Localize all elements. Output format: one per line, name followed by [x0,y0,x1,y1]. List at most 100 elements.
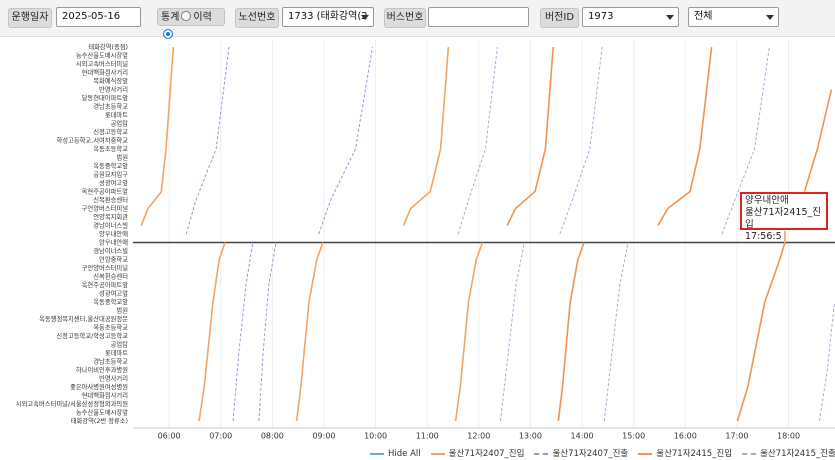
trip-line [557,242,585,422]
date-input[interactable]: 2025-05-16 [56,7,141,27]
trip-line [803,89,833,192]
y-tick-label: 성광여고앞 [99,178,128,187]
mode-option: 통계 [161,12,180,23]
x-tick-label: 17:00 [725,432,748,441]
y-tick-label: 옥동중학교앞 [93,161,128,170]
trip-line [402,46,450,226]
y-tick-label: 신복환승센터 [93,272,128,281]
legend-label: 울산71자2407_진출 [552,449,629,459]
y-tick-label: 경남이너스빌 [93,221,128,230]
trip-line [736,242,786,422]
y-tick-label: 농수산물도매시장앞 [76,408,128,417]
y-tick-label: 공업탑 [111,120,129,128]
legend-swatch [370,452,384,455]
trip-line [295,242,324,422]
y-tick-label: 반명사거리 [99,374,128,383]
y-tick-label: 옥현주공아파트앞 [82,280,129,289]
trip-line [457,46,498,235]
version-select[interactable]: 1973 [582,7,679,27]
y-tick-label: 경남초등학교 [93,102,128,111]
plot [140,46,835,422]
trip-line [506,46,554,226]
tooltip-time: 17:56:5 [745,231,782,242]
legend-swatch [534,452,549,455]
y-tick-label: 언양중학교 [99,255,128,264]
legend-label: 울산71자2415_진출 [760,449,835,459]
tooltip: 양우내안애 울산71자2415_진입 17:56:5 [740,192,828,242]
x-tick-label: 10:00 [364,432,387,441]
y-tick-label: 공업탑 [111,341,129,349]
y-tick-label: 양우내안애 [99,229,128,238]
tooltip-title: 양우내안애 [745,195,789,206]
legend-swatch [742,452,757,455]
radio[interactable] [181,11,192,21]
legend-item[interactable]: 울산71자2407_진입 [430,447,524,459]
legend-item[interactable]: 울산71자2415_진입 [638,447,732,459]
trip-line [559,46,603,235]
legend-item[interactable]: Hide All [370,449,421,459]
y-tick-label: 옥현주공아파트앞 [82,187,129,196]
route-select[interactable]: 1733 (태화강역(2 [282,7,374,27]
y-tick-label: 시외고속버스터미널/서울삼성정형외과의원 [16,399,128,408]
x-tick-label: 16:00 [674,432,697,441]
y-tick-label: 롯데마트 [105,348,128,357]
bus-input[interactable] [428,7,529,27]
radio[interactable] [163,29,173,39]
y-tick-label: 구언양버스터미널 [82,204,129,213]
x-tick-label: 18:00 [777,432,800,441]
y-tick-label: 신복환승센터 [93,195,128,204]
y-tick-label: 법원 [116,306,128,315]
y-tick-label: 구언양버스터미널 [82,263,129,272]
y-tick-label: 공원묘지입구 [93,170,128,179]
version-label: 버전ID [540,8,579,28]
legend: Hide All 울산71자2407_진입 울산71자2407_진출 울산71자241… [370,447,835,459]
mode-toggle: 통계 이력 [157,8,225,39]
x-tick-label: 07:00 [209,432,232,441]
trip-line [721,46,770,235]
y-tick-label: 하나이비인후과병원 [76,365,128,374]
y-tick-label: 달동현대아파트앞 [82,93,129,102]
trip-line [500,242,525,422]
tooltip-series: 울산71자2415_진입 [745,207,821,230]
toolbar: 운행일자 2025-05-16 통계 이력 노선번호 1733 (태화강역(2 버… [0,0,835,39]
bus-label: 버스번호 [384,8,426,28]
y-tick-label: 옥동초등학교 [93,323,128,332]
filter-select[interactable]: 전체 [688,7,779,27]
trip-line [185,46,230,235]
trip-line [232,242,254,422]
x-tick-label: 12:00 [467,432,490,441]
trip-line [198,242,226,422]
x-tick-label: 06:00 [158,432,181,441]
y-tick-label: 태화강역(2번 정류소) [71,416,128,425]
y-tick-label: 옥동중학교앞 [93,297,128,306]
x-tick-label: 14:00 [571,432,594,441]
trip-line [318,46,373,235]
y-tick-label: 현대백화점사거리 [82,68,128,77]
y-tick-label: 학성고등학교,서여자중학교 [56,136,128,145]
x-tick-label: 13:00 [519,432,542,441]
trip-line [819,301,835,422]
legend-swatch [638,452,653,455]
y-tick-label: 법원 [116,153,128,162]
legend-item[interactable]: 울산71자2407_진출 [534,447,628,459]
y-tick-label: 좋은아사병원여성병원 [70,382,128,391]
y-tick-label: 옥동초등학교 [93,144,128,153]
legend-label: Hide All [388,449,421,459]
y-tick-label: 양우내안애 [99,238,128,247]
legend-label: 울산71자2415_진입 [656,449,733,459]
y-tick-label: 신정고등학교 [93,127,128,136]
y-tick-label: 롯데마트 [105,110,128,119]
legend-item[interactable]: 울산71자2415_진출 [742,447,835,459]
y-tick-label: 경남초등학교 [93,357,128,366]
x-tick-label: 08:00 [261,432,284,441]
date-label: 운행일자 [8,8,52,28]
y-tick-label: 성광여고앞 [99,289,128,298]
x-tick-label: 15:00 [622,432,645,441]
trip-line [657,46,713,226]
mode-option: 이력 [193,12,212,23]
y-tick-label: 신정고등학교/학성고등학교 [56,331,128,340]
trip-line [454,242,484,422]
trip-line [603,242,629,422]
